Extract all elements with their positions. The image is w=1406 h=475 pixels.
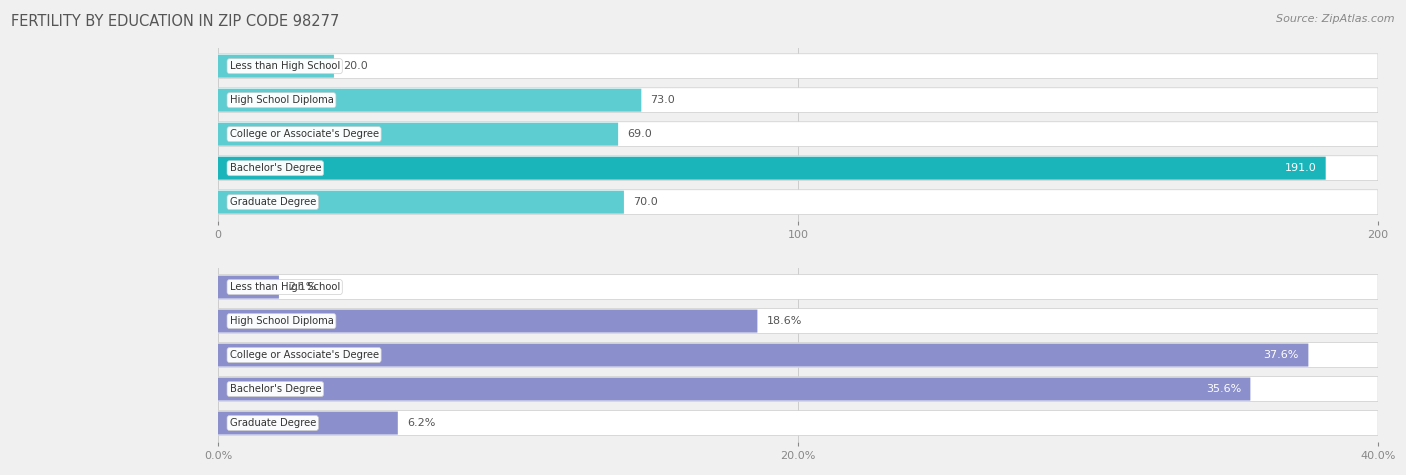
FancyBboxPatch shape	[218, 276, 278, 299]
FancyBboxPatch shape	[218, 411, 1378, 436]
Text: 20.0: 20.0	[343, 61, 368, 71]
FancyBboxPatch shape	[218, 309, 1378, 333]
Text: Graduate Degree: Graduate Degree	[229, 197, 316, 207]
Text: 2.1%: 2.1%	[288, 282, 316, 292]
Text: Bachelor's Degree: Bachelor's Degree	[229, 384, 321, 394]
FancyBboxPatch shape	[218, 122, 1378, 147]
Text: Source: ZipAtlas.com: Source: ZipAtlas.com	[1277, 14, 1395, 24]
FancyBboxPatch shape	[218, 342, 1378, 368]
Text: Less than High School: Less than High School	[229, 61, 340, 71]
FancyBboxPatch shape	[218, 157, 1326, 180]
Text: 35.6%: 35.6%	[1206, 384, 1241, 394]
Text: 191.0: 191.0	[1285, 163, 1316, 173]
Text: 37.6%: 37.6%	[1264, 350, 1299, 360]
Text: 69.0: 69.0	[627, 129, 652, 139]
Text: FERTILITY BY EDUCATION IN ZIP CODE 98277: FERTILITY BY EDUCATION IN ZIP CODE 98277	[11, 14, 340, 29]
FancyBboxPatch shape	[218, 54, 1378, 78]
FancyBboxPatch shape	[218, 88, 1378, 113]
FancyBboxPatch shape	[218, 156, 1378, 180]
Text: High School Diploma: High School Diploma	[229, 95, 333, 105]
Text: Less than High School: Less than High School	[229, 282, 340, 292]
Text: 6.2%: 6.2%	[406, 418, 436, 428]
FancyBboxPatch shape	[218, 190, 624, 214]
FancyBboxPatch shape	[218, 411, 398, 435]
Text: Graduate Degree: Graduate Degree	[229, 418, 316, 428]
Text: 70.0: 70.0	[633, 197, 658, 207]
Text: 73.0: 73.0	[651, 95, 675, 105]
FancyBboxPatch shape	[218, 343, 1309, 367]
FancyBboxPatch shape	[218, 275, 1378, 299]
FancyBboxPatch shape	[218, 55, 335, 78]
Text: Bachelor's Degree: Bachelor's Degree	[229, 163, 321, 173]
FancyBboxPatch shape	[218, 123, 619, 146]
FancyBboxPatch shape	[218, 377, 1378, 401]
Text: 18.6%: 18.6%	[766, 316, 801, 326]
FancyBboxPatch shape	[218, 378, 1250, 400]
FancyBboxPatch shape	[218, 190, 1378, 215]
FancyBboxPatch shape	[218, 310, 758, 332]
FancyBboxPatch shape	[218, 89, 641, 112]
Text: High School Diploma: High School Diploma	[229, 316, 333, 326]
Text: College or Associate's Degree: College or Associate's Degree	[229, 350, 378, 360]
Text: College or Associate's Degree: College or Associate's Degree	[229, 129, 378, 139]
